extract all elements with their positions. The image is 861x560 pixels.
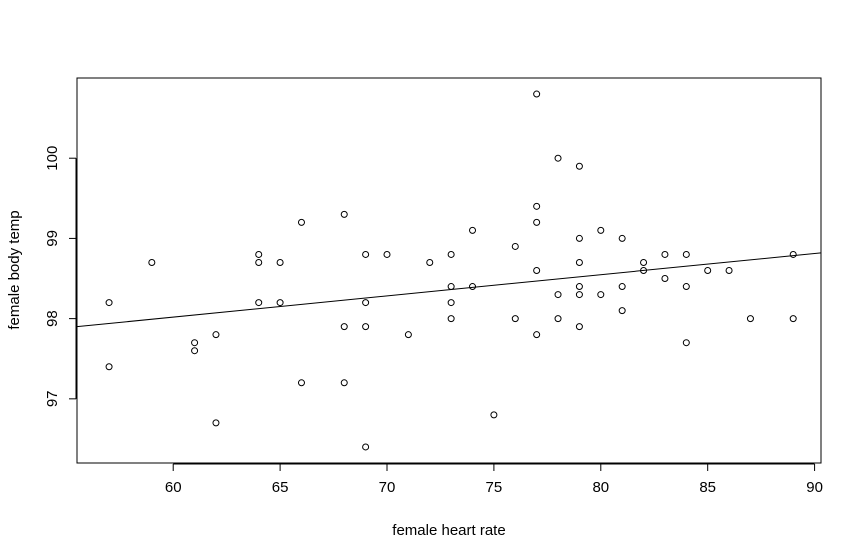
- data-point: [789, 250, 797, 258]
- data-point: [533, 202, 541, 210]
- data-point: [575, 323, 583, 331]
- data-point: [105, 363, 113, 371]
- data-point: [191, 339, 199, 347]
- data-point: [297, 218, 305, 226]
- x-tick-label: 80: [592, 479, 609, 496]
- data-point: [704, 267, 712, 274]
- x-tick-label: 90: [806, 479, 823, 496]
- data-point: [511, 315, 519, 323]
- data-point: [533, 90, 541, 98]
- x-tick-label: 85: [699, 479, 716, 496]
- y-axis: 97 98 99 100: [44, 146, 77, 407]
- data-point: [340, 210, 348, 218]
- data-point: [682, 283, 690, 291]
- data-point: [469, 226, 477, 234]
- data-point: [575, 291, 583, 299]
- data-point: [105, 299, 113, 307]
- data-point: [469, 283, 477, 291]
- data-point: [618, 283, 626, 291]
- data-point: [661, 250, 669, 258]
- data-point: [362, 323, 370, 331]
- x-tick-label: 65: [272, 479, 289, 496]
- data-point: [575, 258, 583, 266]
- data-point: [533, 331, 541, 339]
- data-point: [383, 250, 391, 258]
- data-point: [725, 267, 733, 274]
- data-point: [148, 258, 156, 266]
- data-point: [426, 258, 434, 266]
- data-point: [212, 419, 220, 427]
- data-point: [640, 267, 648, 274]
- data-point: [511, 242, 519, 250]
- data-point: [255, 299, 263, 307]
- data-point: [490, 411, 498, 419]
- data-point: [362, 299, 370, 307]
- data-point: [447, 283, 455, 291]
- data-points: [105, 90, 797, 451]
- x-axis-label: female heart rate: [392, 522, 505, 539]
- data-point: [682, 250, 690, 258]
- data-point: [297, 379, 305, 387]
- data-point: [404, 331, 412, 339]
- data-point: [276, 299, 284, 307]
- data-point: [682, 339, 690, 347]
- data-point: [255, 258, 263, 266]
- data-point: [575, 283, 583, 291]
- data-point: [276, 258, 284, 266]
- y-tick-label: 99: [44, 230, 61, 247]
- data-point: [618, 234, 626, 242]
- data-point: [575, 234, 583, 242]
- data-point: [554, 154, 562, 162]
- x-tick-label: 75: [486, 479, 503, 496]
- data-point: [661, 275, 669, 283]
- data-point: [447, 250, 455, 258]
- data-point: [447, 315, 455, 323]
- data-point: [255, 250, 263, 258]
- x-tick-label: 70: [379, 479, 396, 496]
- data-point: [789, 315, 797, 323]
- y-tick-label: 100: [44, 146, 61, 171]
- data-point: [746, 315, 754, 323]
- x-tick-label: 60: [165, 479, 182, 496]
- y-tick-label: 98: [44, 310, 61, 327]
- plot-frame: [76, 77, 822, 464]
- data-point: [554, 315, 562, 323]
- regression-line: [76, 252, 822, 328]
- data-point: [597, 291, 605, 299]
- data-point: [597, 226, 605, 234]
- data-point: [362, 443, 370, 451]
- data-point: [340, 323, 348, 331]
- data-point: [340, 379, 348, 387]
- x-axis: 60 65 70 75 80 85 90: [165, 463, 823, 496]
- data-point: [640, 258, 648, 266]
- data-point: [618, 307, 626, 315]
- data-point: [212, 331, 220, 339]
- data-point: [554, 291, 562, 299]
- data-point: [362, 250, 370, 258]
- data-point: [191, 347, 199, 355]
- data-point: [533, 267, 541, 274]
- y-axis-label: female body temp: [6, 210, 23, 329]
- data-point: [533, 218, 541, 226]
- data-point: [447, 299, 455, 307]
- y-tick-label: 97: [44, 390, 61, 407]
- data-point: [575, 162, 583, 170]
